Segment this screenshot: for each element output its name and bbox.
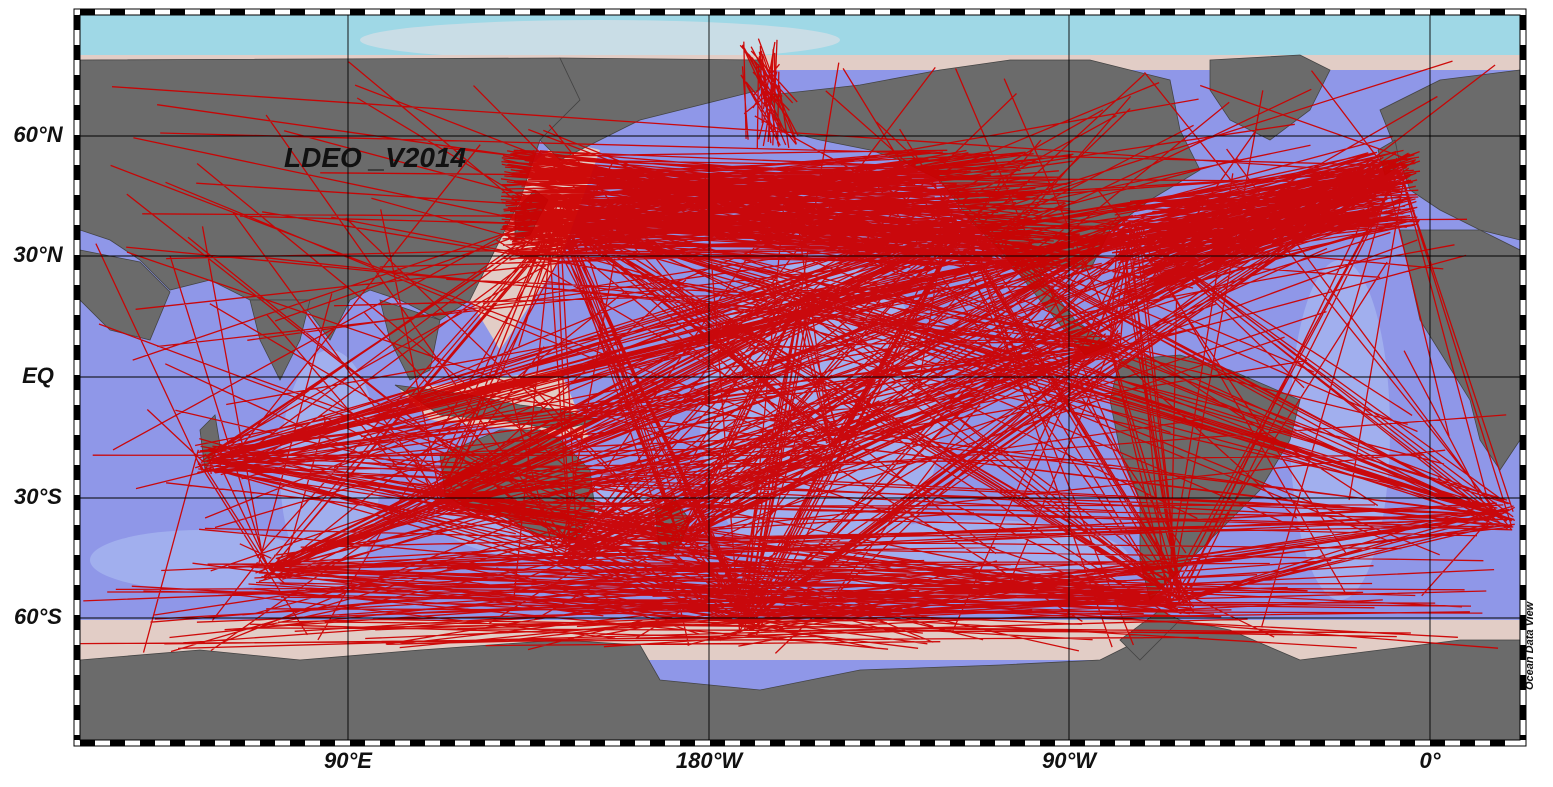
lon-label-90w: 90°W	[1041, 748, 1097, 773]
landmass-india	[249, 299, 311, 381]
lat-label-30s: 30°S	[14, 484, 62, 509]
lat-label-60s: 60°S	[14, 604, 62, 629]
lon-label-0: 0°	[1419, 748, 1441, 773]
lat-label-60n: 60°N	[13, 122, 63, 147]
lat-label-eq: EQ	[22, 363, 54, 388]
cruise-tracks	[80, 38, 1516, 654]
lat-label-30n: 30°N	[13, 242, 63, 267]
landmass-antarctica	[80, 619, 1520, 740]
map-frame	[74, 9, 1526, 746]
map-title: LDEO _V2014	[284, 142, 467, 173]
arctic-ice	[80, 15, 1520, 60]
lon-label-90e: 90°E	[324, 748, 372, 773]
landmass-arabia	[80, 249, 171, 341]
graticule	[80, 15, 1520, 740]
lon-label-180w: 180°W	[675, 748, 743, 773]
credit-label: Ocean Data View	[1524, 601, 1536, 690]
